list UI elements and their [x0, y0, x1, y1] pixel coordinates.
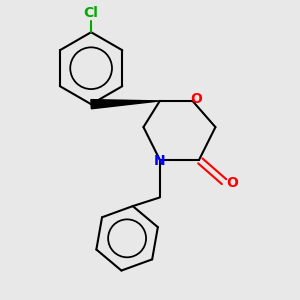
Text: N: N	[154, 154, 166, 169]
Polygon shape	[91, 100, 160, 109]
Text: O: O	[226, 176, 238, 190]
Text: O: O	[190, 92, 202, 106]
Text: Cl: Cl	[84, 6, 98, 20]
